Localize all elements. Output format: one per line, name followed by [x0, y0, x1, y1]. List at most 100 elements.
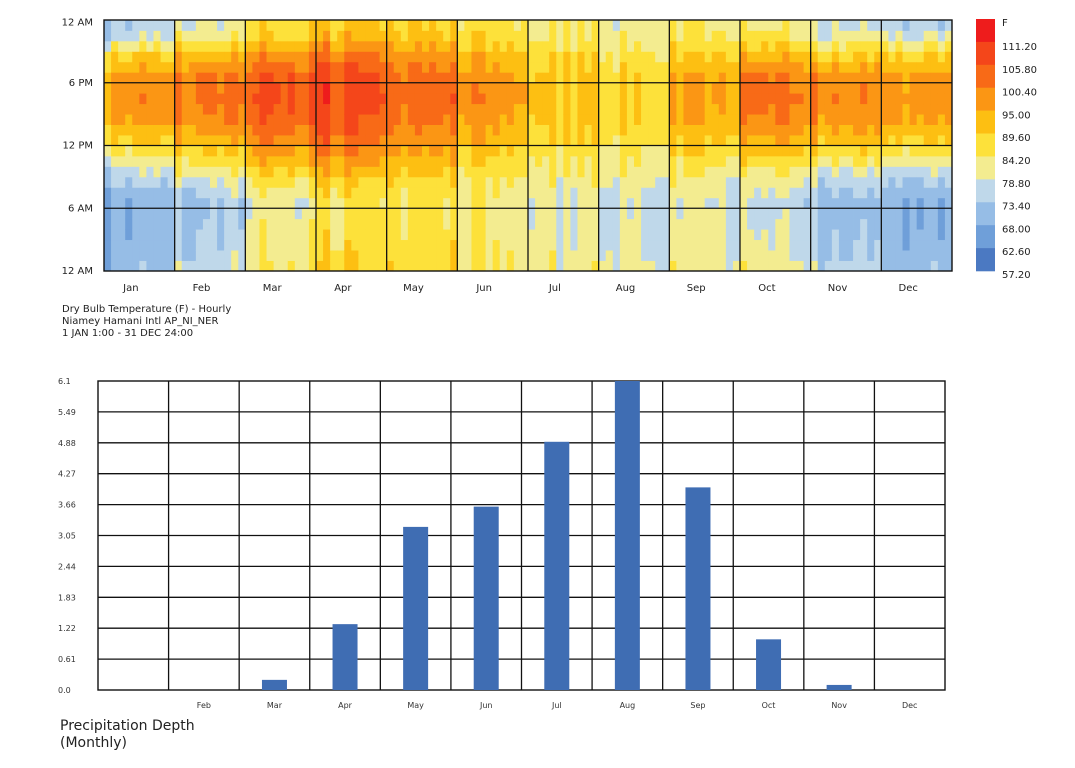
- heatmap-cell: [259, 260, 267, 272]
- heatmap-cell: [626, 61, 635, 73]
- heatmap-cell: [485, 114, 494, 125]
- heatmap-cell: [111, 61, 119, 73]
- heatmap-cell: [125, 197, 133, 209]
- heatmap-cell: [662, 20, 670, 31]
- heatmap-cell: [591, 135, 600, 146]
- heatmap-cell: [379, 229, 388, 241]
- heatmap-cell: [407, 208, 416, 220]
- heatmap-cell: [909, 176, 918, 188]
- heatmap-cell: [676, 135, 684, 146]
- heatmap-cell: [528, 166, 536, 178]
- heatmap-cell: [464, 197, 472, 209]
- heatmap-cell: [231, 40, 239, 52]
- heatmap-cell: [330, 176, 338, 188]
- heatmap-cell: [740, 20, 748, 31]
- heatmap-cell: [294, 72, 303, 84]
- heatmap-cell: [146, 114, 154, 125]
- heatmap-cell: [817, 187, 826, 199]
- heatmap-cell: [520, 187, 529, 199]
- heatmap-cell: [923, 82, 932, 94]
- heatmap-cell: [937, 145, 946, 157]
- heatmap-cell: [775, 187, 783, 199]
- heatmap-cell: [520, 250, 529, 261]
- heatmap-cell: [301, 197, 310, 209]
- heatmap-cell: [344, 260, 352, 272]
- heatmap-cell: [916, 61, 925, 73]
- heatmap-cell: [280, 30, 289, 42]
- heatmap-cell: [287, 155, 296, 167]
- heatmap-cell: [641, 82, 649, 94]
- heatmap-cell: [174, 93, 183, 105]
- heatmap-cell: [125, 72, 133, 84]
- heatmap-cell: [605, 197, 614, 209]
- heatmap-cell: [641, 197, 649, 209]
- heatmap-cell: [181, 93, 190, 105]
- heatmap-cell: [754, 93, 762, 105]
- heatmap-cell: [400, 72, 409, 84]
- heatmap-cell: [704, 187, 713, 199]
- heatmap-cell: [803, 176, 812, 188]
- heatmap-cell: [937, 197, 946, 209]
- heatmap-cell: [365, 229, 373, 241]
- heatmap-cell: [782, 103, 790, 115]
- heatmap-cell: [316, 176, 324, 188]
- heatmap-cell: [874, 176, 882, 188]
- heatmap-cell: [838, 166, 847, 178]
- heatmap-cell: [902, 20, 910, 31]
- heatmap-cell: [704, 51, 713, 63]
- heatmap-cell: [598, 93, 607, 105]
- heatmap-cell: [372, 229, 380, 241]
- heatmap-cell: [231, 93, 239, 105]
- heatmap-cell: [450, 197, 458, 209]
- heatmap-cell: [697, 51, 706, 63]
- heatmap-cell: [400, 82, 409, 94]
- heatmap-cell: [626, 124, 635, 136]
- heatmap-cell: [711, 208, 720, 220]
- heatmap-cell: [888, 229, 896, 241]
- heatmap-cell: [528, 197, 536, 209]
- heatmap-cell: [104, 260, 112, 272]
- heatmap-cell: [450, 145, 458, 157]
- heatmap-cell: [259, 187, 267, 199]
- heatmap-cell: [831, 176, 840, 188]
- heatmap-cell: [944, 250, 953, 261]
- heatmap-cell: [393, 124, 402, 136]
- heatmap-cell: [188, 93, 197, 105]
- heatmap-cell: [662, 187, 670, 199]
- heatmap-cell: [683, 260, 691, 272]
- heatmap-cell: [838, 114, 847, 125]
- heatmap-cell: [831, 166, 840, 178]
- heatmap-cell: [838, 197, 847, 209]
- heatmap-cell: [528, 30, 536, 42]
- heatmap-cell: [344, 40, 352, 52]
- heatmap-cell: [846, 197, 854, 209]
- heatmap-cell: [436, 72, 444, 84]
- heatmap-cell: [266, 239, 274, 251]
- heatmap-cell: [217, 20, 225, 31]
- precip-y-tick: 5.49: [58, 408, 76, 417]
- heatmap-cell: [259, 82, 267, 94]
- heatmap-cell: [641, 260, 649, 272]
- heatmap-cell: [612, 135, 621, 146]
- heatmap-cell: [556, 250, 564, 261]
- heatmap-cell: [146, 72, 154, 84]
- heatmap-cell: [118, 124, 126, 136]
- heatmap-cell: [224, 260, 232, 272]
- heatmap-cell: [676, 103, 684, 115]
- heatmap-cell: [619, 166, 628, 178]
- heatmap-cell: [817, 197, 826, 209]
- heatmap-cell: [549, 40, 557, 52]
- heatmap-cell: [139, 197, 147, 209]
- heatmap-cell: [111, 20, 119, 31]
- heatmap-cell: [768, 30, 776, 42]
- heatmap-cell: [944, 197, 953, 209]
- heatmap-cell: [535, 239, 543, 251]
- heatmap-cell: [817, 114, 826, 125]
- heatmap-cell: [704, 30, 713, 42]
- heatmap-cell: [619, 260, 628, 272]
- heatmap-cell: [167, 124, 176, 136]
- heatmap-cell: [188, 239, 197, 251]
- heatmap-cell: [542, 135, 550, 146]
- heatmap-cell: [605, 250, 614, 261]
- heatmap-cell: [761, 20, 769, 31]
